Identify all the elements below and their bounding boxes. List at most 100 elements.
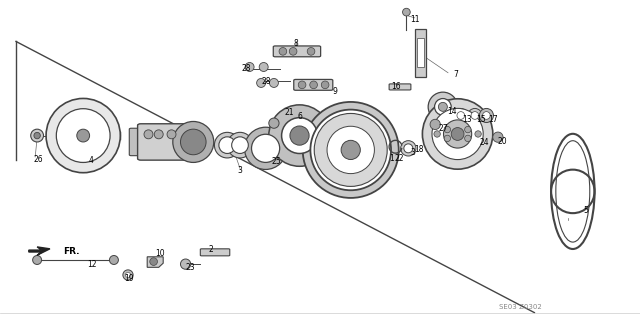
Text: 19: 19 <box>124 274 134 283</box>
Text: 11: 11 <box>410 15 419 24</box>
Ellipse shape <box>298 81 306 89</box>
FancyBboxPatch shape <box>389 84 411 90</box>
Ellipse shape <box>180 259 191 269</box>
Text: 9: 9 <box>333 87 338 96</box>
FancyBboxPatch shape <box>138 124 198 160</box>
Ellipse shape <box>307 48 315 55</box>
Polygon shape <box>29 247 50 255</box>
Text: 3: 3 <box>237 167 242 175</box>
Text: 7: 7 <box>453 70 458 79</box>
Text: 16: 16 <box>390 82 401 91</box>
Ellipse shape <box>438 102 447 111</box>
Ellipse shape <box>451 128 464 140</box>
Ellipse shape <box>33 256 42 264</box>
Ellipse shape <box>180 129 206 155</box>
Text: 22: 22 <box>395 154 404 163</box>
Text: 15: 15 <box>476 115 486 124</box>
Ellipse shape <box>109 256 118 264</box>
Ellipse shape <box>444 135 451 142</box>
Text: 28: 28 <box>241 64 250 73</box>
Ellipse shape <box>123 270 133 280</box>
FancyBboxPatch shape <box>273 46 321 57</box>
Ellipse shape <box>150 258 157 265</box>
Ellipse shape <box>46 99 120 173</box>
Ellipse shape <box>422 99 493 169</box>
Text: 18: 18 <box>414 145 423 154</box>
Ellipse shape <box>454 108 468 122</box>
Ellipse shape <box>144 130 153 139</box>
Ellipse shape <box>269 118 279 128</box>
Ellipse shape <box>244 127 287 169</box>
Ellipse shape <box>282 118 317 153</box>
Text: 4: 4 <box>88 156 93 165</box>
Ellipse shape <box>214 132 240 158</box>
Ellipse shape <box>34 132 40 139</box>
Ellipse shape <box>434 131 440 137</box>
Ellipse shape <box>252 134 280 162</box>
Text: 10: 10 <box>155 249 165 258</box>
Ellipse shape <box>468 108 482 122</box>
Ellipse shape <box>314 114 387 186</box>
Ellipse shape <box>173 122 214 162</box>
Ellipse shape <box>290 126 309 145</box>
Ellipse shape <box>56 109 110 162</box>
Ellipse shape <box>125 272 131 278</box>
Text: 14: 14 <box>447 107 457 115</box>
Ellipse shape <box>401 141 416 156</box>
Text: 1: 1 <box>389 154 394 163</box>
Ellipse shape <box>167 130 176 139</box>
Ellipse shape <box>269 78 278 87</box>
Ellipse shape <box>227 132 253 158</box>
Text: 17: 17 <box>488 115 498 124</box>
Ellipse shape <box>257 78 266 87</box>
Ellipse shape <box>493 132 503 142</box>
Text: SE03 Z0302: SE03 Z0302 <box>499 304 542 310</box>
Text: 2: 2 <box>209 245 214 254</box>
Ellipse shape <box>444 126 451 133</box>
Ellipse shape <box>432 108 483 160</box>
Ellipse shape <box>321 81 329 89</box>
Text: 12: 12 <box>87 260 96 269</box>
Text: 28: 28 <box>262 77 271 86</box>
Ellipse shape <box>479 108 493 122</box>
Ellipse shape <box>403 8 410 16</box>
Text: 8: 8 <box>294 39 299 48</box>
Ellipse shape <box>483 112 490 119</box>
Text: 21: 21 <box>285 108 294 117</box>
Bar <box>417 38 424 67</box>
Text: 27: 27 <box>438 124 448 133</box>
Ellipse shape <box>31 129 44 142</box>
Ellipse shape <box>404 144 413 153</box>
Text: 6: 6 <box>297 112 302 121</box>
Ellipse shape <box>269 105 330 166</box>
Ellipse shape <box>430 119 440 130</box>
Ellipse shape <box>457 112 465 119</box>
Ellipse shape <box>77 129 90 142</box>
Text: 23: 23 <box>185 263 195 271</box>
FancyBboxPatch shape <box>129 128 146 156</box>
Ellipse shape <box>279 48 287 55</box>
Ellipse shape <box>154 130 163 139</box>
Text: 26: 26 <box>33 155 44 164</box>
FancyBboxPatch shape <box>294 79 333 90</box>
Text: FR.: FR. <box>63 247 79 256</box>
Ellipse shape <box>303 102 399 198</box>
Ellipse shape <box>259 63 268 71</box>
Ellipse shape <box>471 112 479 119</box>
FancyBboxPatch shape <box>200 249 230 256</box>
Ellipse shape <box>310 81 317 89</box>
Ellipse shape <box>341 140 360 160</box>
Ellipse shape <box>245 63 254 71</box>
Ellipse shape <box>444 120 472 148</box>
Text: 24: 24 <box>479 138 489 147</box>
Ellipse shape <box>435 99 451 115</box>
Text: 20: 20 <box>497 137 508 146</box>
Ellipse shape <box>232 137 248 153</box>
Ellipse shape <box>475 131 481 137</box>
Ellipse shape <box>219 137 236 153</box>
Polygon shape <box>147 257 163 267</box>
Text: 25: 25 <box>271 157 282 166</box>
Ellipse shape <box>310 110 391 190</box>
Ellipse shape <box>327 126 374 174</box>
Ellipse shape <box>428 92 458 122</box>
